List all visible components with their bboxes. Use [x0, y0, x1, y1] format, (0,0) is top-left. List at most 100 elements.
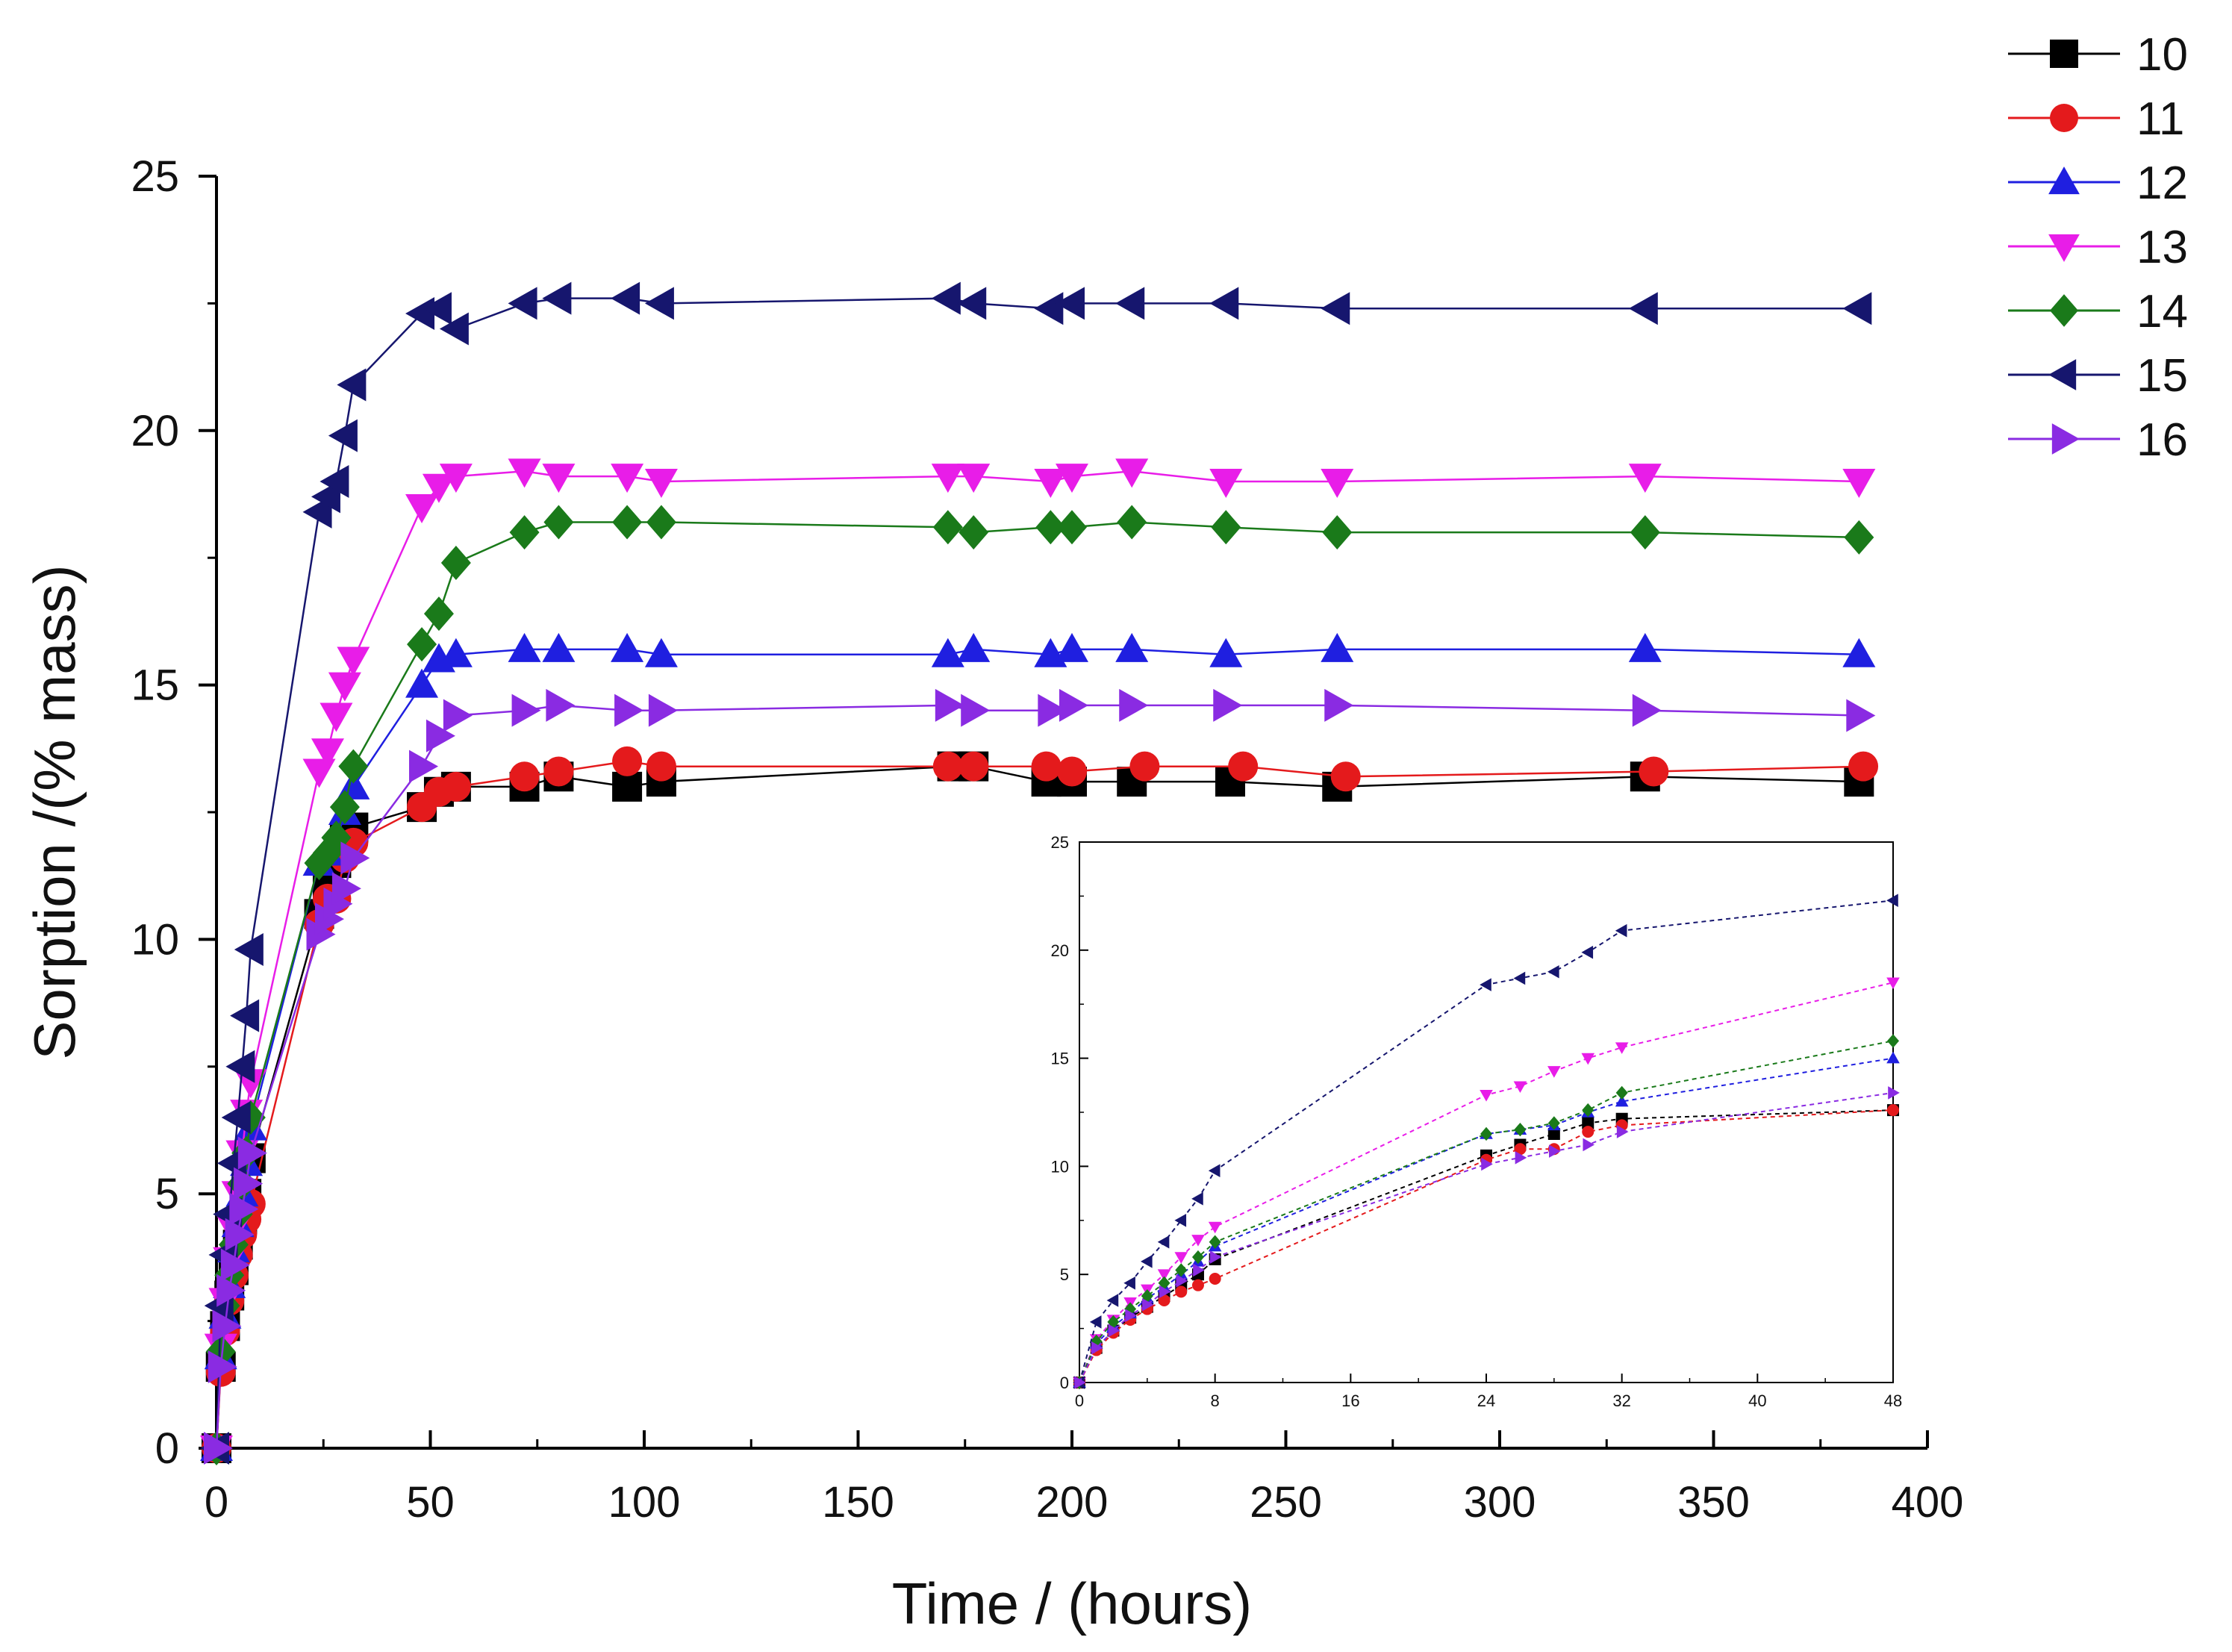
series-15-point: [422, 292, 452, 325]
inset-series-15-point: [1141, 1255, 1153, 1268]
series-13-point: [931, 464, 964, 493]
series-15-point: [1115, 287, 1145, 320]
inset-series-14-line: [1079, 1040, 1894, 1383]
series-14-point: [440, 546, 471, 581]
series-16-point: [1632, 693, 1662, 727]
inset-series-16-point: [1176, 1274, 1188, 1288]
inset-series-16-point: [1481, 1157, 1493, 1171]
inset-y-tick-label: 10: [1051, 1157, 1069, 1176]
series-11-point: [1031, 751, 1062, 782]
series-13-point: [644, 468, 678, 498]
inset-series-13-point: [1191, 1235, 1205, 1247]
inset-series-14-point: [1514, 1122, 1527, 1137]
inset-series-11-point: [1582, 1126, 1594, 1138]
series-12-point: [439, 638, 473, 667]
inset-series-13-point: [1615, 1042, 1629, 1054]
series-16-point: [425, 719, 455, 752]
inset-series-14-point: [1209, 1235, 1221, 1249]
legend-label: 15: [2136, 350, 2188, 402]
series-16-point: [208, 1350, 237, 1383]
series-13-point: [234, 1069, 267, 1099]
inset-y-tick-label: 15: [1051, 1050, 1069, 1068]
series-13-point: [439, 464, 473, 493]
inset-series-15-point: [1089, 1315, 1102, 1329]
series-14-point: [958, 515, 989, 550]
series-14-point: [1844, 520, 1874, 555]
inset-series-15-point: [1547, 964, 1559, 979]
series-16-point: [216, 1274, 246, 1307]
series-13-point: [1034, 468, 1067, 498]
series-13-point: [1056, 464, 1088, 493]
main-series-group: [200, 281, 1879, 1465]
series-16-point: [443, 699, 473, 732]
legend-marker: [2051, 423, 2080, 455]
x-tick-label: 350: [1677, 1478, 1750, 1527]
series-16-point: [409, 749, 439, 783]
inset-series-16-point: [1193, 1263, 1205, 1277]
inset-series-11-point: [1887, 1104, 1899, 1117]
inset-x-tick-label: 0: [1075, 1391, 1084, 1410]
legend-marker: [2050, 40, 2078, 68]
legend-entry-16: 16: [2008, 414, 2188, 466]
legend-marker: [2048, 166, 2080, 195]
series-16-point: [1119, 688, 1149, 722]
inset-series-14-point: [1175, 1263, 1188, 1277]
series-16-point: [546, 688, 576, 722]
inset-series-16-point: [1159, 1285, 1171, 1299]
legend-marker: [2048, 359, 2077, 390]
series-16-point: [961, 693, 991, 727]
series-15-point: [542, 281, 572, 315]
inset-series-13-point: [1480, 1090, 1493, 1102]
series-15-point: [1034, 292, 1064, 325]
y-tick-label: 0: [155, 1424, 179, 1473]
series-15-point: [1628, 292, 1658, 325]
series-13-point: [1628, 464, 1662, 493]
series-16-point: [1846, 699, 1876, 732]
inset-x-tick-label: 24: [1477, 1391, 1495, 1410]
series-11-point: [1848, 751, 1879, 782]
inset-series-16-point: [1888, 1086, 1900, 1100]
legend-label: 14: [2136, 286, 2188, 337]
series-14-point: [1211, 510, 1241, 545]
y-tick-label: 20: [131, 407, 179, 455]
series-14-point: [1630, 515, 1660, 550]
inset-y-tick-label: 5: [1060, 1265, 1069, 1284]
inset-series-15-point: [1157, 1235, 1170, 1249]
series-11-point: [646, 751, 676, 782]
inset-series-14: [1073, 1034, 1899, 1390]
series-15-point: [508, 287, 537, 320]
inset-series-15: [1073, 894, 1898, 1389]
inset-series-16-point: [1616, 1125, 1629, 1138]
inset-series-14-point: [1582, 1103, 1594, 1118]
legend-label: 13: [2136, 222, 2188, 273]
inset-series-14-point: [1107, 1315, 1120, 1330]
series-14-point: [338, 749, 369, 784]
series-15-point: [1209, 287, 1239, 320]
legend-entry-13: 13: [2008, 222, 2188, 273]
inset-series-15-point: [1615, 923, 1627, 938]
series-12-point: [405, 668, 439, 698]
series-12-point: [1321, 632, 1354, 662]
inset-series-10-point: [1582, 1117, 1594, 1129]
series-11-point: [1639, 756, 1669, 787]
legend-marker: [2050, 104, 2078, 132]
series-15-point: [1321, 292, 1350, 325]
series-14-point: [1057, 510, 1087, 545]
inset-series-11-point: [1175, 1285, 1188, 1298]
series-16-point: [935, 688, 964, 722]
inset-series-16-point: [1108, 1324, 1120, 1338]
inset-series-11-point: [1158, 1294, 1170, 1306]
inset-x-tick-labels: 0 8 16 24 32 40 48: [1075, 1391, 1902, 1410]
series-14-point: [329, 790, 360, 825]
inset-series-15-point: [1123, 1276, 1135, 1290]
x-tick-label: 300: [1464, 1478, 1536, 1527]
series-16-point: [212, 1309, 242, 1343]
inset-series-14-point: [1480, 1126, 1492, 1141]
series-12-point: [542, 632, 576, 662]
inset-series-13-point: [1581, 1053, 1595, 1065]
series-15-point: [1842, 292, 1872, 325]
series-12-point: [644, 638, 678, 667]
legend-entry-15: 15: [2008, 350, 2188, 402]
series-12-point: [1842, 638, 1876, 667]
